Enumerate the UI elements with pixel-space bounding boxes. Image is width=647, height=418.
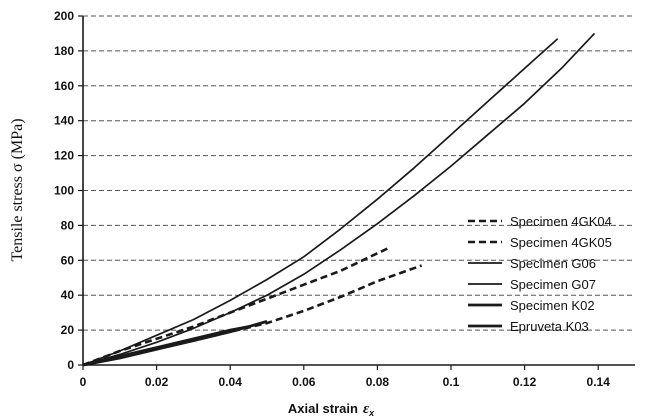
- legend-label: Specimen 4GK05: [510, 235, 612, 250]
- x-axis-label: Axial strain εx: [288, 401, 375, 418]
- legend-label: Epruveta K03: [510, 319, 589, 334]
- grid-lines: [83, 15, 635, 331]
- y-tick-label: 200: [54, 9, 74, 23]
- x-axis-label-symbol: ε: [363, 401, 370, 417]
- legend-label: Specimen K02: [510, 298, 595, 313]
- x-tick-labels: 0 0.02 0.04 0.06 0.08 0.1 0.12 0.14: [80, 365, 611, 389]
- y-tick-label: 180: [54, 44, 74, 58]
- x-axis-label-text: Axial strain: [288, 401, 358, 416]
- legend-label: Specimen G07: [510, 277, 596, 292]
- y-tick-label: 100: [54, 184, 74, 198]
- y-tick-label: 40: [61, 288, 75, 302]
- series-line-6: [82, 325, 249, 367]
- x-tick-label: 0.14: [587, 375, 611, 389]
- x-tick-label: 0.04: [219, 375, 243, 389]
- x-tick-label: 0: [80, 375, 87, 389]
- y-tick-labels: 0 20 40 60 80 100 120 140 160 180 200: [54, 9, 83, 372]
- legend-label: Specimen G06: [510, 256, 596, 271]
- x-tick-label: 0.1: [443, 375, 460, 389]
- x-tick-label: 0.08: [366, 375, 390, 389]
- y-axis-label: Tensile stress σ (MPa): [9, 118, 26, 261]
- x-tick-label: 0.02: [145, 375, 169, 389]
- legend: Specimen 4GK04 Specimen 4GK05 Specimen G06…: [468, 214, 612, 334]
- y-tick-label: 0: [67, 358, 74, 372]
- legend-label: Specimen 4GK04: [510, 214, 612, 229]
- x-tick-label: 0.12: [513, 375, 537, 389]
- y-tick-label: 140: [54, 114, 74, 128]
- series-line-4: [82, 32, 596, 366]
- y-tick-label: 160: [54, 79, 74, 93]
- y-tick-label: 120: [54, 149, 74, 163]
- y-tick-label: 20: [61, 323, 75, 337]
- y-tick-label: 80: [61, 218, 75, 232]
- x-tick-label: 0.06: [292, 375, 316, 389]
- series-lines: [82, 32, 596, 367]
- y-tick-label: 60: [61, 253, 75, 267]
- series-line-3: [82, 38, 559, 366]
- x-axis-label-subscript: x: [368, 408, 375, 418]
